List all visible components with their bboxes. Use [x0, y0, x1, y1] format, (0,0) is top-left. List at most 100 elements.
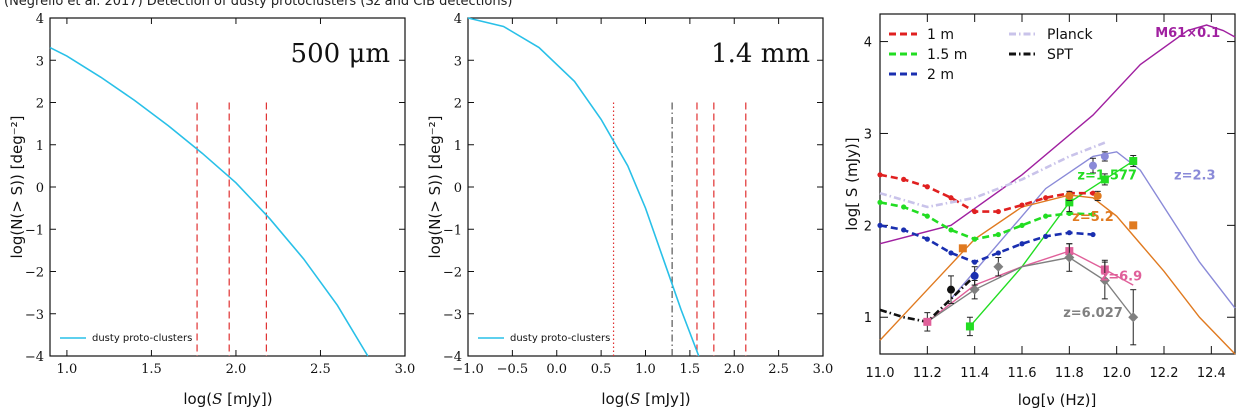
legend-label: dusty proto-clusters: [510, 333, 610, 344]
y-axis-label: log(N(> S)) [deg⁻²]: [8, 115, 26, 258]
legend-label: 1.5 m: [927, 47, 967, 63]
x-axis-label: log[ν (Hz)]: [1018, 391, 1097, 409]
series-dot: [972, 236, 978, 242]
figure-caption: (Negrello et al. 2017) Detection of dust…: [4, 0, 513, 9]
x-tick-label: 1.0: [635, 362, 656, 377]
x-tick-label: 2.5: [768, 362, 789, 377]
x-tick-label: 3.0: [813, 362, 834, 377]
legend-label: dusty proto-clusters: [92, 333, 192, 344]
series-line: [950, 151, 1236, 309]
x-axis-label: log(S [mJy]): [183, 390, 272, 408]
legend-group: 1 m 1.5 m 2 m Planck SPT: [889, 27, 1093, 83]
series-dot: [948, 195, 954, 201]
data-point: [1129, 157, 1138, 166]
y-axis-label: log(N(> S)) [deg⁻²]: [426, 115, 444, 258]
series-dot: [1043, 195, 1049, 201]
annotation-label: z=6.9: [1101, 269, 1143, 284]
data-point: [1100, 152, 1109, 161]
panel-label: 1.4 mm: [711, 39, 810, 69]
x-tick-label: 12.0: [1102, 366, 1131, 381]
data-point: [1100, 175, 1109, 184]
annotation-group: M61×0.1 z=1.577 z=2.3 z=5.2 z=6.9 z=6.027: [1063, 26, 1220, 321]
series-dot: [924, 184, 930, 190]
legend-label: Planck: [1047, 27, 1093, 43]
series-line: [879, 24, 1236, 245]
legend-label: 2 m: [927, 67, 954, 83]
series-line: [49, 46, 369, 357]
y-tick-label: 4: [454, 12, 462, 27]
y-tick-label: 2: [864, 219, 872, 234]
series-dot: [877, 222, 883, 228]
series-dot: [901, 176, 907, 183]
y-tick-label: −2: [443, 266, 462, 281]
data-point: [1064, 252, 1075, 263]
curve-group: [467, 17, 700, 357]
curve-group: [49, 46, 369, 357]
x-tick-label: 11.0: [866, 366, 895, 381]
x-tick-label: 0.0: [546, 362, 567, 377]
y-tick-label: 1: [36, 139, 44, 154]
series-line: [467, 17, 700, 357]
data-point: [1129, 221, 1138, 230]
vline-group: [612, 102, 747, 356]
tick-group: 4 3 2 1 0 −1 −2 −3 −4−1.0 −0.5 0.0 0.5 1.0 1.5 2.0 2.5 3…: [443, 12, 834, 377]
annotation-label: z=1.577: [1077, 168, 1137, 183]
series-dot: [1066, 230, 1072, 236]
plot-frame: [879, 13, 1236, 355]
legend-label: SPT: [1047, 47, 1073, 63]
data-point: [1089, 161, 1097, 170]
y-tick-label: −1: [25, 223, 44, 238]
x-tick-label: 1.0: [57, 362, 78, 377]
annotation-label: z=5.2: [1072, 210, 1114, 225]
vline-group: [196, 102, 267, 356]
chart-sed: 4 3 2 1 11.0 11.2 11.4 11.6 11.8 12.0 12.2 12.4 1 m…: [843, 13, 1236, 409]
series-dot: [924, 213, 930, 219]
y-tick-label: −1: [443, 223, 462, 238]
series-dot: [1043, 233, 1049, 239]
series-dot: [877, 199, 883, 205]
y-tick-label: 2: [36, 97, 44, 112]
series-dot: [995, 250, 1001, 256]
series-dot: [972, 208, 978, 215]
x-tick-label: 0.5: [591, 362, 612, 377]
series-dot: [948, 227, 954, 233]
x-tick-label: 11.4: [960, 366, 989, 381]
data-point: [969, 284, 980, 295]
y-axis-label: log[ S (mJy)]: [843, 137, 861, 230]
series-dot: [877, 172, 883, 178]
series-line: [969, 160, 1134, 327]
data-point: [1128, 312, 1139, 323]
legend-label: 1 m: [927, 27, 954, 43]
series-dot: [901, 227, 907, 233]
data-point: [1099, 275, 1110, 286]
series-line: [926, 256, 1134, 323]
x-tick-label: 1.5: [141, 362, 162, 377]
data-point: [1065, 191, 1074, 200]
y-tick-label: −4: [25, 350, 44, 365]
data-point: [970, 271, 979, 280]
series-dot: [1019, 241, 1025, 247]
series-dot: [1090, 231, 1096, 238]
y-tick-label: 3: [864, 127, 872, 142]
series-dot: [1043, 213, 1049, 219]
series-line: [879, 201, 1094, 241]
series-dot: [901, 204, 907, 210]
chart-500um: 4 3 2 1 0 −1 −2 −3 −4 1.0 1.5 2.0 2.5 3.0 500 μm dust…: [8, 12, 416, 408]
series-line: [879, 194, 1236, 355]
x-tick-label: −1.0: [452, 362, 484, 377]
x-tick-label: 11.8: [1055, 366, 1084, 381]
tick-group: 4 3 2 1 11.0 11.2 11.4 11.6 11.8 12.0 12.2 12.4: [864, 14, 1235, 381]
series-dot: [1019, 222, 1025, 228]
y-tick-label: −2: [25, 266, 44, 281]
data-point: [965, 322, 974, 331]
series-line: [926, 250, 1134, 323]
y-tick-label: 0: [36, 181, 44, 196]
series-line: [879, 141, 1106, 209]
y-tick-label: 1: [454, 139, 462, 154]
x-axis-label: log(S [mJy]): [601, 390, 690, 408]
x-tick-label: 2.0: [226, 362, 247, 377]
x-tick-label: 3.0: [395, 362, 416, 377]
series-dot: [995, 231, 1001, 238]
point-group: [923, 151, 1139, 346]
series-dot: [1066, 210, 1072, 217]
